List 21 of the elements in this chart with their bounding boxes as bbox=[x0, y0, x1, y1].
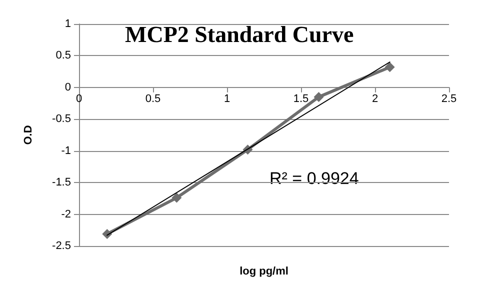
x-tick-label: 0.5 bbox=[145, 92, 161, 105]
x-tick-label: 0 bbox=[76, 92, 82, 105]
y-tick-label: 0 bbox=[64, 81, 71, 94]
x-tick-label: 1 bbox=[224, 92, 230, 105]
x-tick-label: 2.5 bbox=[441, 92, 457, 105]
y-tick-label: -0.5 bbox=[52, 113, 71, 126]
y-tick-label: -2 bbox=[61, 208, 71, 220]
y-axis-title: O.D bbox=[22, 125, 34, 145]
point bbox=[314, 92, 324, 102]
x-tick-label: 1.5 bbox=[293, 92, 309, 105]
y-tick-label: -1 bbox=[61, 144, 71, 157]
y-tick-label: 1 bbox=[64, 18, 71, 30]
x-tick-label: 2 bbox=[372, 92, 378, 105]
point bbox=[102, 228, 112, 239]
point bbox=[172, 192, 182, 203]
x-axis-title: log pg/ml bbox=[240, 266, 288, 278]
y-tick-label: 0.5 bbox=[56, 50, 71, 62]
y-tick-label: -1.5 bbox=[52, 176, 71, 189]
y-tick-label: -2.5 bbox=[52, 240, 71, 252]
point bbox=[384, 62, 395, 72]
chart-title: MCP2 Standard Curve bbox=[125, 22, 354, 47]
